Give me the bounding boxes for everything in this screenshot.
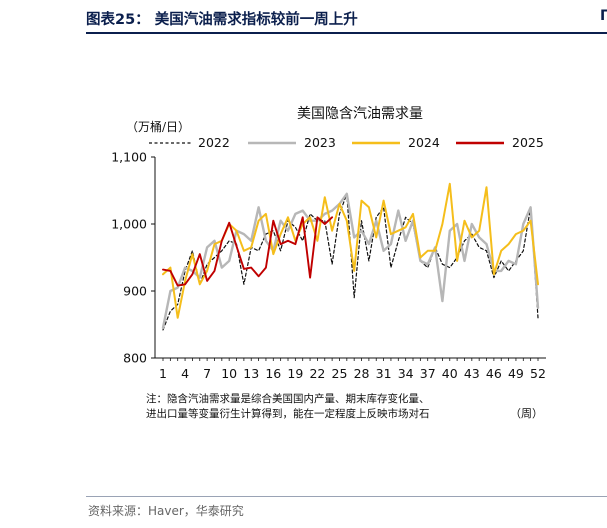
x-tick-label: 7 [203,366,211,381]
x-tick-label: 22 [309,366,325,381]
x-tick-label: 10 [221,366,237,381]
x-tick-label: 49 [508,366,524,381]
x-tick-label: 43 [464,366,480,381]
x-tick-label: 28 [354,366,370,381]
x-tick-label: 34 [398,366,414,381]
x-tick-label: 1 [159,366,167,381]
title-rule [86,32,607,34]
x-tick-label: 46 [486,366,502,381]
series-line-2025 [162,216,334,287]
y-tick-label: 800 [123,351,147,366]
series-line-2023 [161,192,540,330]
unit-label: （万桶/日） [126,119,190,134]
chart-note-line-2: 进出口量等变量衍生计算得到，能在一定程度上反映市场对石 [146,408,430,420]
legend-label-2023: 2023 [304,135,336,150]
x-tick-label: 19 [287,366,303,381]
x-tick-label: 37 [420,366,436,381]
source-note: 资料来源：Haver，华泰研究 [88,504,244,518]
x-axis: 1 4 7 10 13 16 19 22 25 28 31 34 37 40 43 46 49 52 [155,357,546,381]
figure-title: 图表25： 美国汽油需求指标较前一周上升 [86,12,358,28]
series-lines [161,182,540,331]
legend-label-2024: 2024 [408,135,440,150]
legend-label-2022: 2022 [198,135,230,150]
legend-item-2023: 2023 [248,135,336,150]
cropped-next-figure-title: Γ [600,8,607,24]
x-tick-label: 13 [243,366,259,381]
x-tick-label: 40 [442,366,458,381]
x-tick-label: 4 [181,366,189,381]
x-tick-label: 25 [332,366,348,381]
chart-note-line-1: 注：隐含汽油需求量是综合美国国内产量、期末库存变化量、 [146,393,430,405]
legend-item-2022: 2022 [149,135,230,150]
x-tick-label: 16 [265,366,281,381]
y-tick-label: 900 [123,284,147,299]
legend-label-2025: 2025 [512,135,544,150]
y-tick-label: 1,100 [111,150,147,165]
legend: 2022 2023 2024 2025 [149,135,544,150]
x-tick-label: 31 [376,366,392,381]
x-tick-label: 52 [530,366,546,381]
chart-title: 美国隐含汽油需求量 [297,106,423,122]
footer-rule [86,496,607,497]
legend-item-2025: 2025 [456,135,544,150]
legend-item-2024: 2024 [352,135,440,150]
y-tick-label: 1,000 [111,217,147,232]
y-axis: 800 900 1,000 1,100 [111,150,156,366]
x-axis-unit-label: （周） [510,407,543,420]
